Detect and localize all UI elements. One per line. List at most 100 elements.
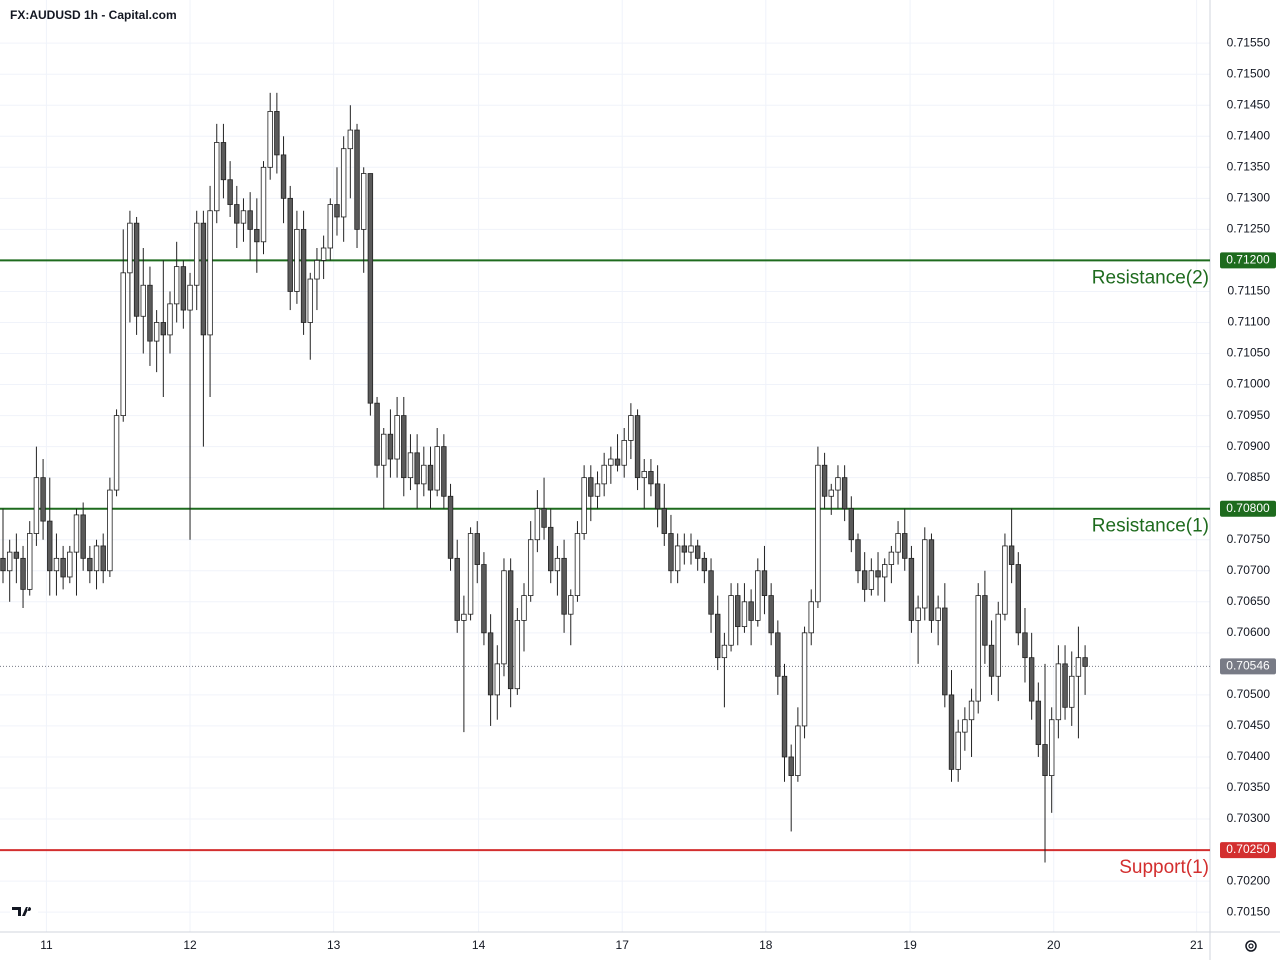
candle-body (100, 545, 106, 572)
x-tick-label: 14 (472, 938, 486, 952)
candle-body (548, 526, 554, 572)
y-tick-label: 0.70500 (1227, 687, 1271, 701)
y-tick-label: 0.70150 (1227, 904, 1271, 918)
candle-body (701, 557, 708, 572)
level-tag (1220, 500, 1276, 517)
candle-body (461, 613, 467, 621)
candle-body (274, 111, 280, 156)
candle-body (588, 477, 594, 497)
candle-body (60, 557, 66, 578)
candle-body (948, 694, 955, 770)
candle-body (153, 322, 160, 342)
candle-body (160, 322, 167, 336)
y-tick-label: 0.70850 (1227, 470, 1271, 484)
candle-body (374, 402, 380, 466)
level-price-label: 0.71200 (1226, 253, 1270, 267)
candle-body (554, 557, 561, 572)
y-tick-label: 0.71100 (1228, 315, 1271, 329)
y-tick-label: 0.71250 (1227, 222, 1271, 236)
candle-body (347, 129, 354, 150)
candle-body (694, 545, 701, 559)
candle-body (875, 570, 881, 578)
candle-body (381, 433, 387, 466)
candle-body (187, 284, 193, 311)
settings-icon[interactable] (1245, 940, 1257, 952)
candle-body (67, 551, 73, 578)
candle-body (514, 620, 521, 690)
candle-body (1048, 719, 1055, 776)
y-tick-label: 0.70300 (1227, 811, 1271, 825)
candle-body (895, 533, 901, 553)
candle-body (601, 464, 607, 485)
x-tick-label: 20 (1047, 938, 1061, 952)
candle-body (147, 284, 153, 342)
candle-body (427, 464, 434, 491)
candle-body (628, 415, 634, 441)
y-tick-label: 0.71500 (1227, 66, 1271, 80)
candle-body (127, 222, 133, 274)
candle-body (568, 595, 574, 615)
candle-body (574, 533, 581, 596)
candle-body (761, 570, 768, 596)
candle-body (447, 495, 454, 559)
y-tick-label: 0.70700 (1227, 563, 1271, 577)
candle-body (1082, 657, 1088, 667)
x-tick-label: 11 (40, 938, 53, 952)
candle-body (87, 557, 93, 572)
candle-body (708, 570, 714, 615)
last-price-label: 0.70546 (1226, 659, 1270, 673)
candle-body (922, 539, 928, 609)
candle-body (748, 601, 754, 621)
candle-body (935, 607, 941, 621)
level-name: Support(1) (1119, 857, 1209, 878)
candle-body (995, 613, 1001, 677)
y-tick-label: 0.71450 (1227, 97, 1271, 111)
candle-body (634, 415, 641, 479)
candle-body (534, 508, 541, 541)
candle-body (681, 545, 688, 553)
candle-body (47, 520, 53, 572)
candle-body (848, 508, 855, 541)
y-tick-label: 0.71150 (1228, 284, 1271, 298)
candle-body (648, 471, 654, 485)
candle-body (140, 284, 146, 317)
candle-body (93, 545, 100, 572)
y-tick-label: 0.70400 (1227, 749, 1271, 763)
candle-body (1055, 663, 1062, 721)
candle-body (594, 483, 601, 497)
candle-body (955, 731, 961, 770)
candle-body (835, 477, 841, 491)
gear-hub[interactable] (1248, 943, 1254, 949)
candle-body (988, 644, 995, 677)
candle-body (53, 557, 60, 572)
x-tick-label: 17 (616, 938, 630, 952)
candle-body (354, 129, 360, 230)
candle-body (200, 222, 207, 336)
candle-body (0, 557, 6, 572)
candle-body (387, 433, 394, 460)
candle-body (1028, 657, 1035, 702)
candle-body (781, 675, 788, 758)
candle-body (180, 266, 187, 311)
candle-body (721, 644, 728, 659)
gear-ring[interactable] (1245, 940, 1257, 952)
candle-body (1022, 632, 1028, 659)
x-tick-label: 21 (1190, 938, 1204, 952)
level-name: Resistance(1) (1092, 516, 1209, 537)
candle-body (855, 539, 861, 572)
candle-body (841, 477, 848, 510)
candle-body (494, 663, 500, 696)
y-tick-label: 0.71050 (1227, 346, 1271, 360)
candle-body (173, 266, 180, 305)
candles (0, 92, 1088, 863)
candle-body (13, 551, 20, 559)
candle-body (828, 489, 834, 497)
tradingview-logo (10, 903, 38, 919)
candle-body (367, 173, 374, 404)
candle-body (167, 303, 173, 336)
candle-body (942, 607, 948, 696)
y-tick-label: 0.70750 (1227, 532, 1271, 546)
candle-body (454, 557, 460, 621)
y-tick-label: 0.71400 (1227, 128, 1271, 142)
